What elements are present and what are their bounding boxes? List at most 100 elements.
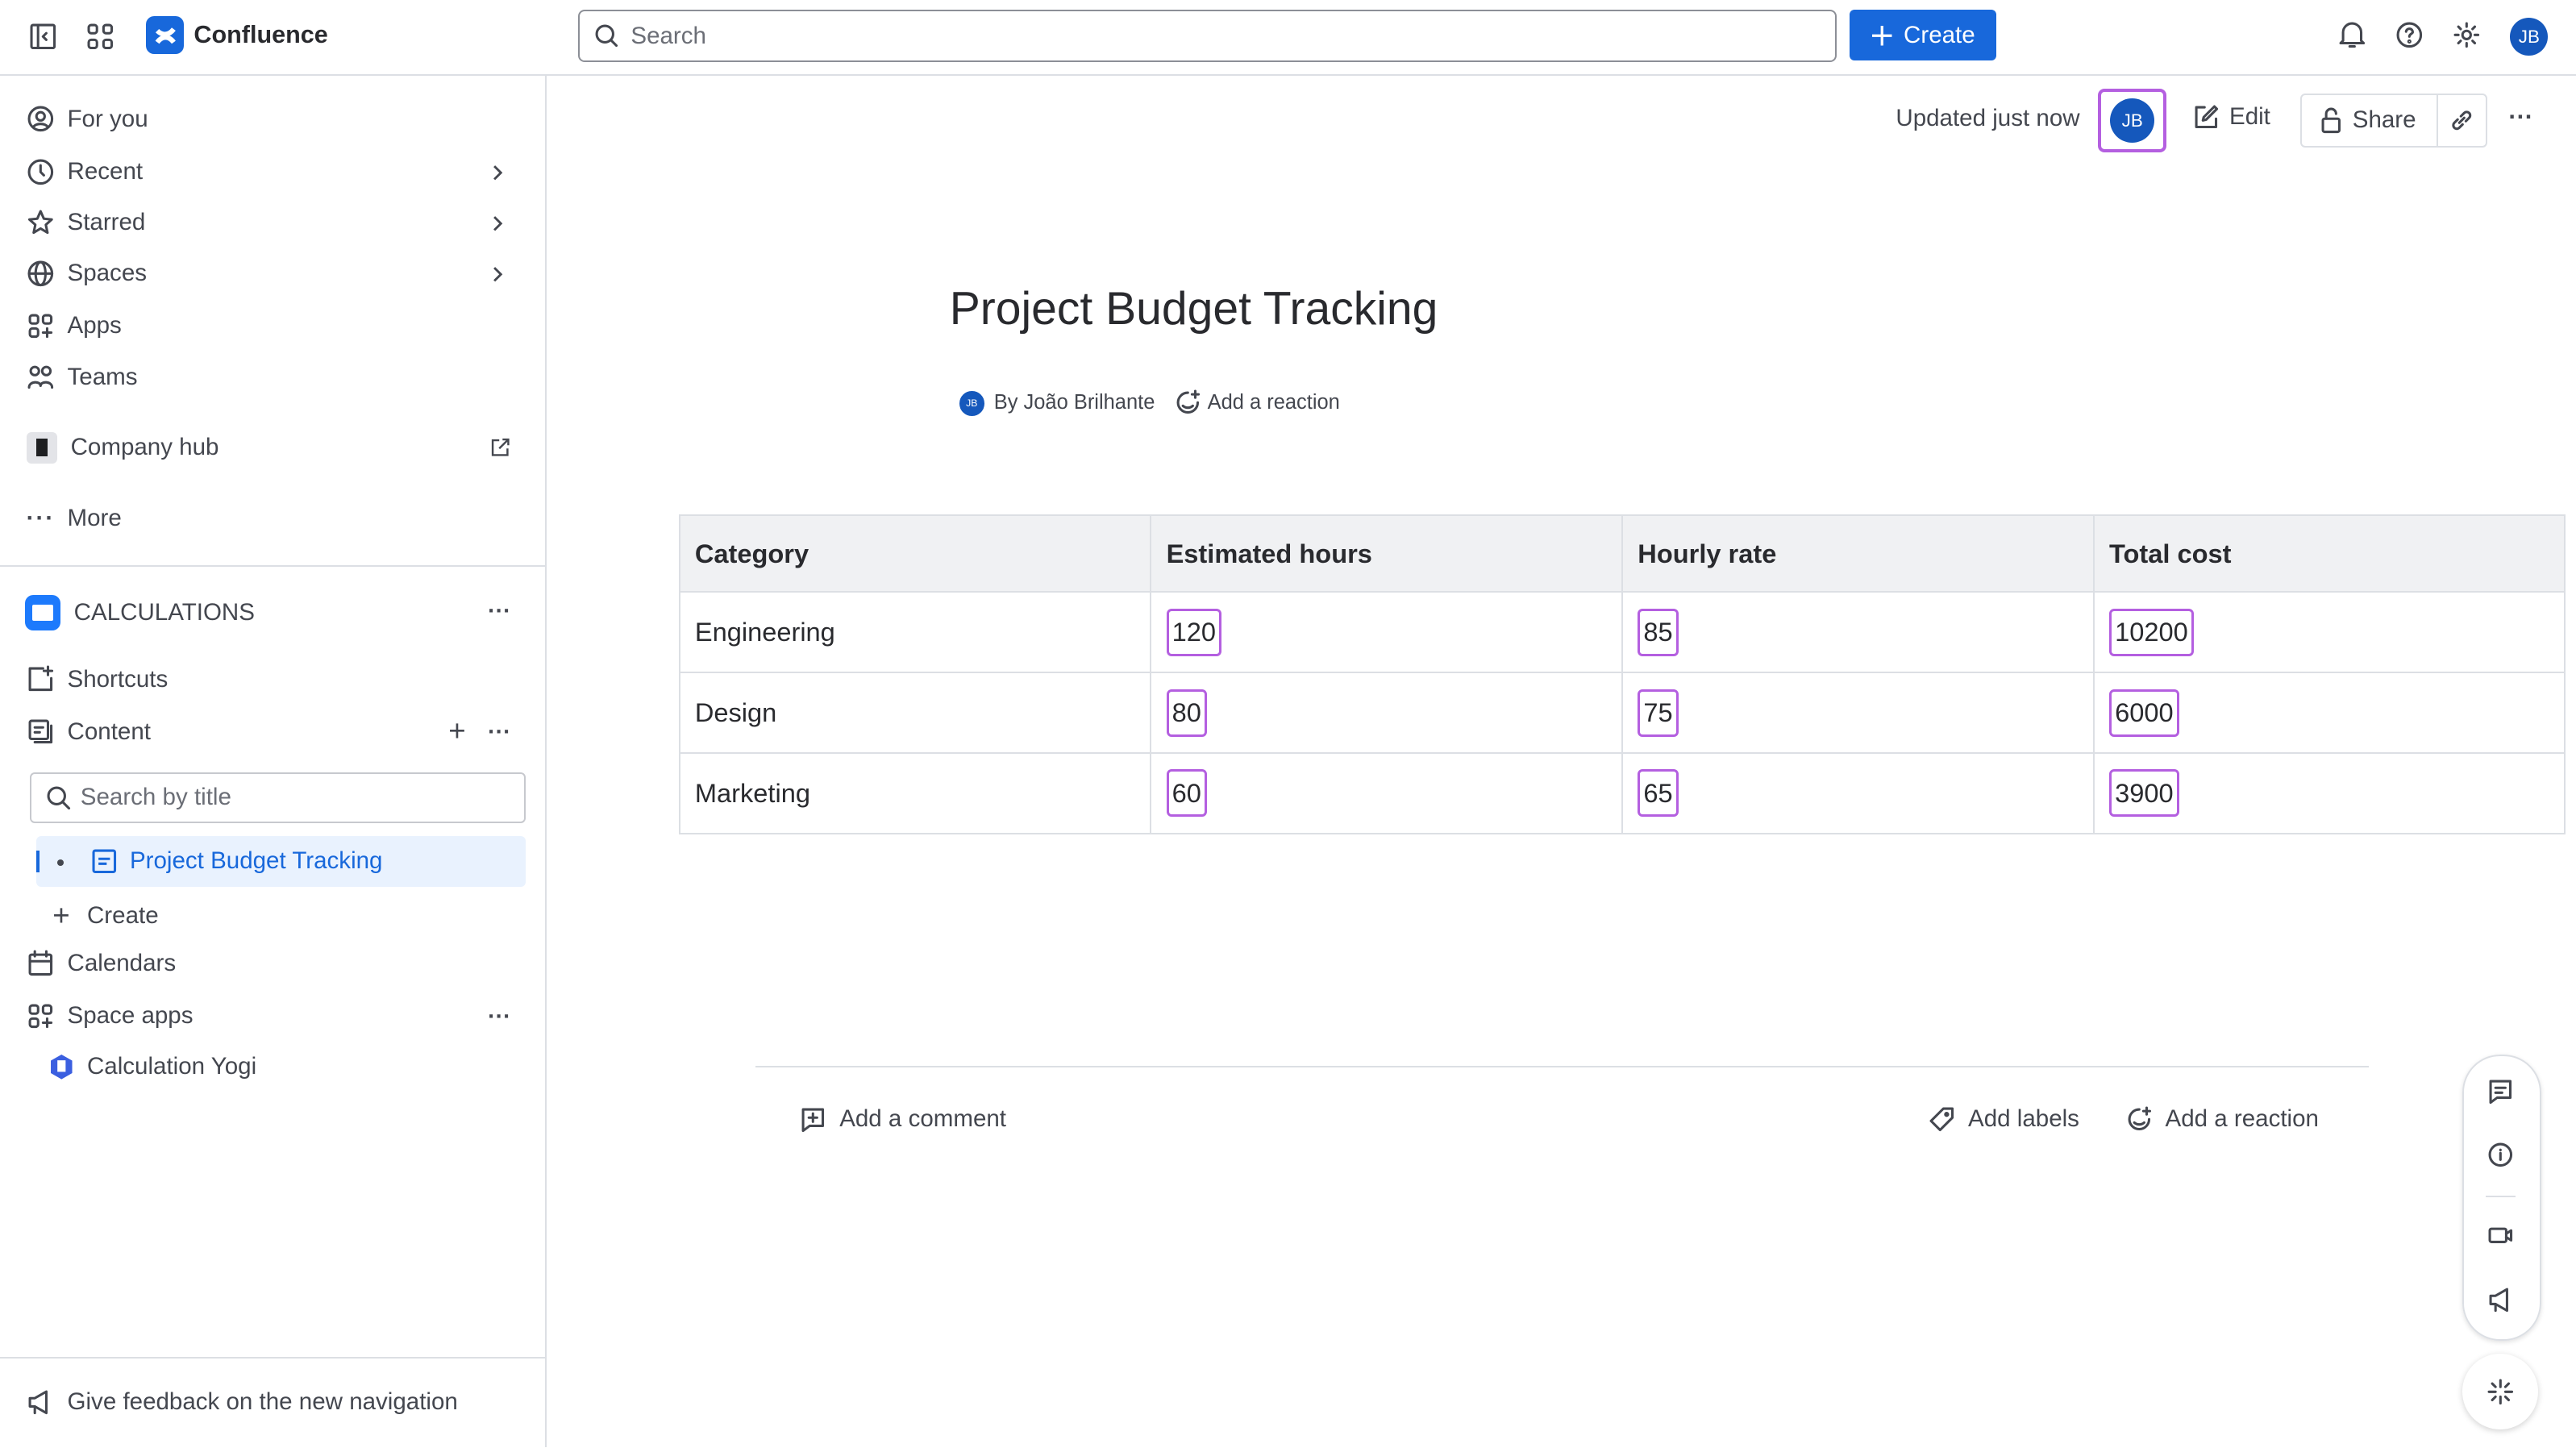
apps-icon <box>28 1004 52 1029</box>
calc-field[interactable]: 80 <box>1166 689 1207 737</box>
app-switcher-icon[interactable] <box>87 23 114 50</box>
page-icon <box>92 849 117 874</box>
calc-field[interactable]: 75 <box>1638 689 1679 737</box>
hours-cell[interactable]: 80 <box>1150 672 1623 755</box>
divider <box>755 1066 2370 1068</box>
rate-cell[interactable]: 75 <box>1621 672 2095 755</box>
calc-field[interactable]: 3900 <box>2109 769 2179 818</box>
feedback-link[interactable]: Give feedback on the new navigation <box>27 1388 458 1417</box>
calc-field[interactable]: 85 <box>1638 608 1679 656</box>
budget-table: Category Estimated hours Hourly rate Tot… <box>678 514 2566 834</box>
sidebar-item-recent[interactable]: Recent <box>27 157 144 186</box>
sidebar-item-starred[interactable]: Starred <box>27 209 145 237</box>
rate-cell[interactable]: 85 <box>1621 591 2095 674</box>
add-reaction-button[interactable]: Add a reaction <box>1175 389 1340 416</box>
user-avatar[interactable]: JB <box>2510 18 2549 56</box>
notifications-icon[interactable] <box>2338 21 2366 49</box>
label: Give feedback on the new navigation <box>67 1388 458 1416</box>
search-by-title-input[interactable]: Search by title <box>29 772 526 823</box>
sidebar-item-calendars[interactable]: Calendars <box>27 950 176 978</box>
user-circle-icon <box>27 106 53 132</box>
plus-icon <box>1872 25 1892 46</box>
updated-status: Updated just now <box>1896 105 2080 132</box>
add-comment-button[interactable]: Add a comment <box>800 1105 1006 1133</box>
video-icon[interactable] <box>2470 1222 2532 1249</box>
create-label: Create <box>1904 21 1975 48</box>
label: Project Budget Tracking <box>129 847 383 875</box>
category-cell[interactable]: Design <box>678 672 1152 755</box>
total-cell[interactable]: 3900 <box>2092 752 2566 834</box>
unlock-icon <box>2321 107 2341 134</box>
tree-item-project-budget-tracking[interactable]: Project Budget Tracking <box>35 836 526 888</box>
right-rail <box>2462 1055 2542 1341</box>
sidebar-item-more[interactable]: ··· More <box>27 505 122 532</box>
bullet-icon <box>57 859 65 866</box>
chevron-right-icon[interactable] <box>489 163 506 182</box>
copy-link-icon[interactable] <box>2449 108 2474 133</box>
space-more-icon[interactable]: ··· <box>488 597 511 624</box>
byline[interactable]: By João Brilhante <box>993 390 1155 414</box>
header-total-cost: Total cost <box>2092 514 2566 593</box>
sidebar-item-spaces[interactable]: Spaces <box>27 260 147 288</box>
search-icon <box>47 786 71 809</box>
table-row: Marketing 60 65 3900 <box>678 752 2566 834</box>
calc-field[interactable]: 10200 <box>2109 608 2194 656</box>
tree-create-button[interactable]: + Create <box>52 899 158 933</box>
announcement-icon[interactable] <box>2470 1286 2532 1313</box>
divider <box>2436 95 2438 147</box>
calc-field[interactable]: 60 <box>1166 769 1207 818</box>
info-icon[interactable] <box>2470 1142 2532 1168</box>
sidebar-item-calculation-yogi[interactable]: Calculation Yogi <box>49 1053 256 1080</box>
total-cell[interactable]: 10200 <box>2092 591 2566 674</box>
sidebar-item-teams[interactable]: Teams <box>27 363 138 391</box>
rate-cell[interactable]: 65 <box>1621 752 2095 834</box>
footer-add-reaction-button[interactable]: Add a reaction <box>2126 1105 2319 1133</box>
sidebar-item-shortcuts[interactable]: Shortcuts <box>27 665 168 693</box>
folder-icon <box>24 594 61 631</box>
label: Content <box>67 718 151 745</box>
chevron-right-icon[interactable] <box>489 214 506 233</box>
help-icon[interactable] <box>2395 21 2424 49</box>
total-cell[interactable]: 6000 <box>2092 672 2566 755</box>
label: Teams <box>67 363 138 390</box>
sidebar: For you Recent Starred Spaces Apps Teams… <box>0 75 547 1448</box>
calc-field[interactable]: 120 <box>1166 608 1222 656</box>
create-button[interactable]: Create <box>1850 10 1996 61</box>
sidebar-item-company-hub[interactable]: Company hub <box>26 431 218 464</box>
share-button[interactable]: Share <box>2320 106 2416 134</box>
table-header-row: Category Estimated hours Hourly rate Tot… <box>678 514 2566 593</box>
calc-field[interactable]: 6000 <box>2109 689 2179 737</box>
settings-gear-icon[interactable] <box>2453 21 2481 49</box>
tag-icon <box>1929 1107 1954 1132</box>
calc-field[interactable]: 65 <box>1638 769 1679 818</box>
label: Recent <box>67 157 144 185</box>
sidebar-item-for-you[interactable]: For you <box>27 105 148 133</box>
external-link-icon[interactable] <box>489 437 510 458</box>
hours-cell[interactable]: 120 <box>1150 591 1623 674</box>
hours-cell[interactable]: 60 <box>1150 752 1623 834</box>
content-more-icon[interactable]: ··· <box>488 719 511 746</box>
chevron-right-icon[interactable] <box>489 264 506 284</box>
sidebar-item-content[interactable]: Content <box>27 718 151 746</box>
comments-icon[interactable] <box>2470 1078 2532 1105</box>
add-labels-button[interactable]: Add labels <box>1929 1105 2079 1133</box>
collaborator-avatar[interactable]: JB <box>2098 89 2167 153</box>
sidebar-toggle-icon[interactable] <box>30 23 56 50</box>
add-content-icon[interactable]: + <box>448 714 466 748</box>
search-input[interactable]: Search <box>578 10 1837 63</box>
sidebar-item-apps[interactable]: Apps <box>27 312 122 340</box>
confluence-logo-icon[interactable] <box>146 16 185 55</box>
edit-button[interactable]: Edit <box>2193 103 2270 131</box>
category-cell[interactable]: Marketing <box>678 752 1152 834</box>
header-hourly-rate: Hourly rate <box>1621 514 2095 593</box>
ai-assistant-button[interactable] <box>2462 1354 2538 1429</box>
space-apps-more-icon[interactable]: ··· <box>488 1003 511 1030</box>
category-cell[interactable]: Engineering <box>678 591 1152 674</box>
label: Calculation Yogi <box>86 1053 257 1080</box>
space-header[interactable]: CALCULATIONS <box>24 594 255 631</box>
page-more-icon[interactable]: ··· <box>2508 103 2533 131</box>
header-estimated-hours: Estimated hours <box>1150 514 1623 593</box>
sidebar-item-space-apps[interactable]: Space apps <box>27 1002 194 1030</box>
calculator-app-icon <box>51 1054 73 1080</box>
shortcut-add-icon <box>28 665 53 692</box>
